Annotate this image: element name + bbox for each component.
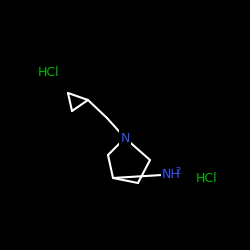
Text: 2: 2 [175, 168, 180, 176]
Text: N: N [120, 132, 130, 144]
Text: HCl: HCl [196, 172, 218, 184]
Text: HCl: HCl [38, 66, 60, 78]
Text: NH: NH [162, 168, 181, 181]
